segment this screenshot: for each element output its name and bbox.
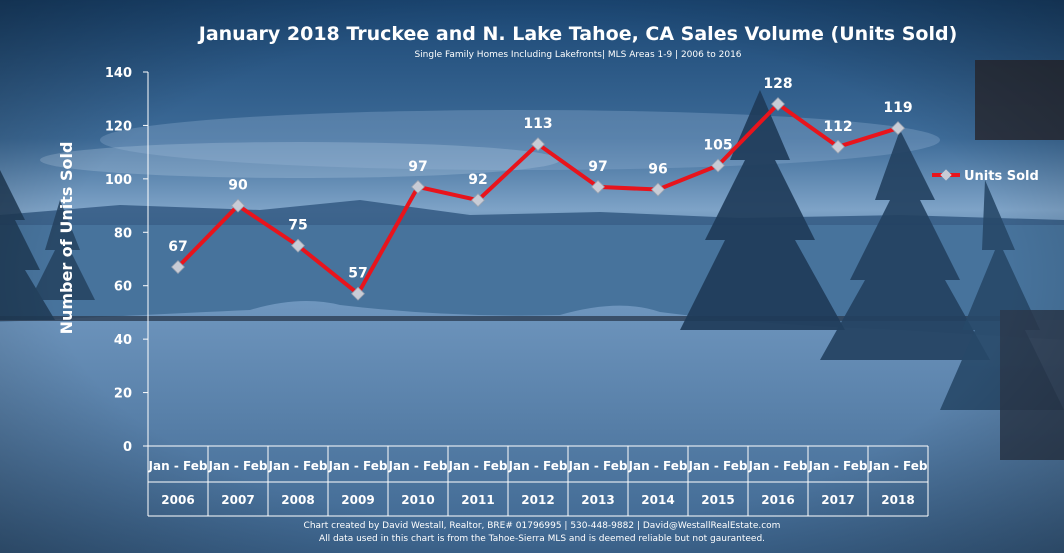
x-year-label: 2012 [521, 493, 554, 507]
data-labels: 67 90 75 57 97 92 113 97 96 105 128 112 119 [168, 76, 912, 282]
x-period-label: Jan - Feb [568, 459, 628, 473]
legend-marker [940, 169, 952, 181]
x-year-label: 2018 [881, 493, 914, 507]
x-year-label: 2014 [641, 493, 674, 507]
data-label: 97 [588, 159, 607, 175]
data-point-marker [471, 193, 485, 208]
x-period-label: Jan - Feb [328, 459, 388, 473]
footer-credit: Chart created by David Westall, Realtor,… [304, 521, 781, 531]
x-year-label: 2006 [161, 493, 194, 507]
x-year-label: 2009 [341, 493, 374, 507]
y-tick-label: 80 [114, 226, 132, 241]
data-point-marker [651, 182, 665, 197]
data-label: 105 [703, 138, 732, 154]
data-label: 119 [883, 100, 912, 116]
x-year-label: 2008 [281, 493, 314, 507]
y-tick-label: 20 [114, 387, 132, 402]
data-point-marker [891, 121, 905, 136]
data-label: 92 [468, 172, 487, 188]
data-point-marker [831, 139, 845, 154]
x-period-label: Jan - Feb [808, 459, 868, 473]
x-period-label: Jan - Feb [148, 459, 208, 473]
axes: 0 20 40 60 80 100 120 140 [105, 66, 928, 455]
data-label: 67 [168, 239, 187, 255]
x-category-table: Jan - Feb 2006 Jan - Feb 2007 Jan - Feb 2008 J… [147, 446, 929, 517]
y-tick-label: 60 [114, 280, 132, 295]
x-period-label: Jan - Feb [448, 459, 508, 473]
x-period-label: Jan - Feb [508, 459, 568, 473]
data-label: 128 [763, 76, 792, 92]
data-point-marker [531, 137, 545, 152]
x-period-label: Jan - Feb [388, 459, 448, 473]
x-year-label: 2007 [221, 493, 254, 507]
data-label: 90 [228, 178, 248, 194]
x-period-label: Jan - Feb [268, 459, 328, 473]
data-point-marker [291, 238, 305, 253]
data-label: 113 [523, 116, 552, 132]
x-period-label: Jan - Feb [688, 459, 748, 473]
data-point-marker [231, 198, 245, 213]
y-tick-label: 120 [105, 119, 132, 134]
data-point-marker [711, 158, 725, 173]
chart-title: January 2018 Truckee and N. Lake Tahoe, … [197, 23, 958, 45]
series-units-sold [171, 97, 905, 301]
legend-label: Units Sold [964, 169, 1039, 184]
y-tick-label: 140 [105, 66, 132, 81]
x-year-label: 2013 [581, 493, 614, 507]
x-year-label: 2010 [401, 493, 434, 507]
x-year-label: 2016 [761, 493, 794, 507]
data-point-marker [351, 286, 365, 301]
y-tick-label: 40 [114, 333, 132, 348]
data-point-marker [771, 97, 785, 111]
legend: Units Sold [932, 169, 1039, 184]
data-label: 96 [648, 162, 667, 178]
x-period-label: Jan - Feb [868, 459, 928, 473]
x-period-label: Jan - Feb [208, 459, 268, 473]
y-tick-label: 100 [105, 173, 132, 188]
data-label: 57 [348, 266, 367, 282]
data-label: 112 [823, 119, 852, 135]
chart-subtitle: Single Family Homes Including Lakefronts… [414, 50, 741, 60]
x-year-label: 2017 [821, 493, 854, 507]
x-period-label: Jan - Feb [628, 459, 688, 473]
data-point-marker [171, 260, 185, 274]
y-tick-label: 0 [123, 440, 132, 455]
data-point-marker [591, 179, 605, 194]
y-axis-label: Number of Units Sold [57, 142, 76, 335]
data-label: 75 [288, 218, 307, 234]
x-year-label: 2015 [701, 493, 734, 507]
data-point-marker [411, 179, 425, 194]
footer-disclaimer: All data used in this chart is from the … [319, 534, 765, 544]
data-label: 97 [408, 159, 427, 175]
x-period-label: Jan - Feb [748, 459, 808, 473]
x-year-label: 2011 [461, 493, 494, 507]
